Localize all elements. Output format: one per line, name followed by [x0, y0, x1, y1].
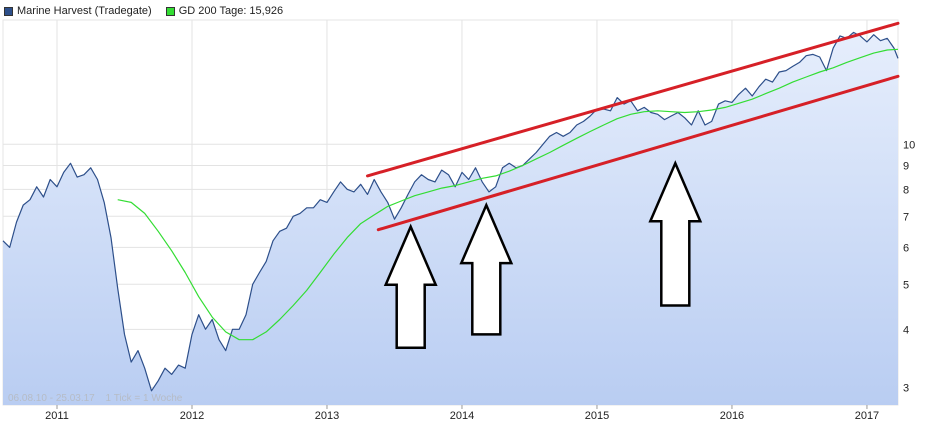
x-tick-label: 2013	[315, 410, 339, 422]
x-tick-label: 2014	[450, 410, 474, 422]
y-tick-label: 10	[903, 139, 915, 151]
lower-trend-line	[376, 74, 900, 232]
y-axis: 3 4 5 6 7 8 9 10	[903, 139, 915, 394]
y-tick-label: 4	[903, 324, 909, 336]
price-line	[2, 31, 899, 392]
legend-swatch-price	[4, 6, 13, 16]
up-arrow	[648, 160, 703, 307]
trend-lines	[365, 21, 900, 232]
range-note: 06.08.10 - 25.03.17 1 Tick = 1 Woche	[8, 393, 182, 404]
series-lines	[2, 31, 899, 392]
legend-item-price: Marine Harvest (Tradegate)	[4, 5, 152, 17]
date-range-text: 06.08.10 - 25.03.17	[8, 393, 95, 404]
legend-label-price: Marine Harvest (Tradegate)	[17, 5, 152, 17]
x-axis: 2011 2012 2013 2014 2015 2016 2017	[45, 405, 879, 422]
annotation-arrows	[383, 160, 703, 350]
y-tick-label: 3	[903, 382, 909, 394]
y-tick-label: 5	[903, 279, 909, 291]
legend-swatch-gd200	[165, 6, 175, 16]
legend-item-gd200: GD 200 Tage: 15,926	[165, 5, 284, 17]
gd200-line	[117, 48, 899, 341]
x-tick-label: 2012	[180, 410, 204, 422]
y-tick-label: 7	[903, 211, 909, 223]
y-tick-label: 9	[903, 161, 909, 173]
tick-info-text: 1 Tick = 1 Woche	[105, 393, 183, 404]
up-arrow	[383, 223, 438, 350]
x-tick-label: 2011	[45, 410, 69, 422]
upper-trend-line	[365, 21, 900, 178]
legend: Marine Harvest (Tradegate) GD 200 Tage: …	[4, 4, 297, 18]
y-tick-label: 6	[903, 242, 909, 254]
up-arrow	[459, 201, 514, 336]
price-area	[3, 32, 898, 406]
x-tick-label: 2015	[585, 410, 609, 422]
y-tick-label: 8	[903, 184, 909, 196]
x-tick-label: 2016	[720, 410, 744, 422]
legend-label-gd200: GD 200 Tage: 15,926	[178, 5, 284, 17]
x-tick-label: 2017	[855, 410, 879, 422]
